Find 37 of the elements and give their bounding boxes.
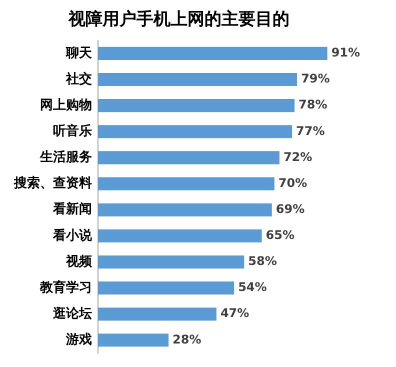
y-tick-label: 聊天 (65, 46, 93, 61)
bar (98, 99, 295, 112)
y-tick-label: 网上购物 (40, 98, 92, 113)
y-tick-label: 视频 (65, 253, 93, 270)
bar (98, 203, 272, 216)
data-label: 69% (276, 202, 305, 216)
data-label: 65% (266, 228, 295, 242)
data-label: 78% (298, 98, 328, 112)
y-tick-label: 社交 (65, 70, 92, 87)
y-tick-label: 逛论坛 (52, 305, 92, 322)
y-tick-label: 搜索、查资料 (13, 175, 92, 192)
bar (98, 125, 292, 138)
data-label: 79% (301, 72, 330, 86)
data-label: 28% (172, 332, 202, 346)
chart-title: 视障用户手机上网的主要目的 (68, 10, 290, 30)
bar (98, 282, 234, 295)
bar (98, 255, 244, 268)
bar (98, 177, 274, 190)
data-label: 58% (248, 254, 277, 268)
y-tick-label: 看新闻 (52, 201, 92, 218)
data-label: 47% (220, 306, 250, 320)
y-tick-label: 听音乐 (53, 123, 92, 140)
bar (98, 46, 328, 60)
data-label: 54% (238, 280, 267, 294)
data-label: 70% (278, 176, 308, 190)
bar (98, 72, 298, 86)
y-tick-label: 教育学习 (39, 279, 92, 296)
bar (98, 151, 280, 164)
data-label: 77% (296, 124, 325, 138)
bar (98, 308, 216, 321)
y-tick-label: 看小说 (52, 227, 93, 244)
data-label: 91% (331, 46, 360, 60)
y-tick-label: 游戏 (65, 332, 92, 348)
bar (98, 334, 169, 347)
y-tick-label: 生活服务 (39, 150, 92, 166)
data-label: 72% (283, 150, 312, 164)
bar (98, 229, 262, 242)
